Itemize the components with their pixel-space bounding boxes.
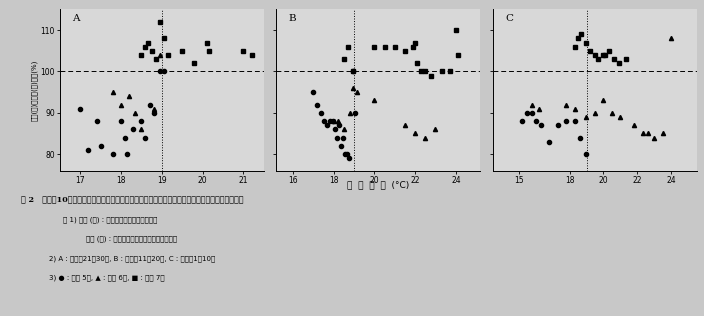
Y-axis label: 芊長(圃)／芊長(気)の比(%): 芊長(圃)／芊長(気)の比(%): [31, 59, 38, 121]
Text: 注 1) 芊長 (圃) : 圈場で育成した品種の芊長: 注 1) 芊長 (圃) : 圈場で育成した品種の芊長: [63, 216, 158, 223]
Text: 図 2   出穂前10日間ごとの平均気温と圈場および人工気象室で育成した品種の芊長の比率との関係: 図 2 出穂前10日間ごとの平均気温と圈場および人工気象室で育成した品種の芊長の…: [21, 196, 244, 204]
Text: B: B: [289, 14, 296, 23]
Text: 平  均  気  温  (°C): 平 均 気 温 (°C): [347, 180, 410, 189]
Text: 芊長 (気) : 人工気象室で育成した品種の芊長: 芊長 (気) : 人工気象室で育成した品種の芊長: [77, 235, 177, 241]
Text: C: C: [505, 14, 513, 23]
Text: A: A: [72, 14, 80, 23]
Text: 2) A : 出穂前21～30日, B : 出穂前11～20日, C : 出穂前1～10日: 2) A : 出穂前21～30日, B : 出穂前11～20日, C : 出穂前…: [49, 255, 215, 262]
Text: 3) ● : 平成 5年, ▲ : 平成 6年, ■ : 平成 7年: 3) ● : 平成 5年, ▲ : 平成 6年, ■ : 平成 7年: [49, 274, 165, 281]
